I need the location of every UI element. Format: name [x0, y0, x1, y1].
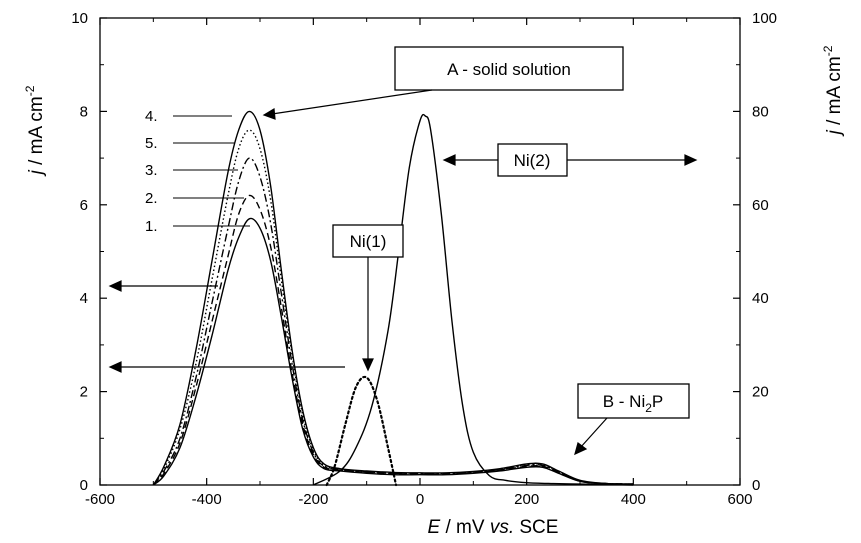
y-right-j: j: [824, 129, 845, 137]
y-left-tick-label: 4: [80, 290, 88, 307]
y-left-tick-label: 0: [80, 477, 88, 494]
series-line-2: [152, 194, 634, 486]
y-right-sup: -2: [821, 45, 835, 56]
x-tick-label: 400: [621, 491, 646, 508]
x-tick-label: 0: [416, 491, 424, 508]
curve-label-5: 5.: [145, 135, 158, 152]
curve-label-1: 1.: [145, 218, 158, 235]
solid-solution-box: [394, 46, 624, 91]
arrowhead-ni1: [362, 358, 374, 372]
y-left-tick-label: 6: [80, 197, 88, 214]
arrowhead-solid-solution: [262, 107, 276, 120]
y-left-sup: -2: [23, 85, 37, 96]
y-right-tick-label: 100: [752, 10, 777, 27]
y-left-tick-label: 8: [80, 103, 88, 120]
x-tick-label: 600: [727, 491, 752, 508]
curves-layer: [152, 110, 634, 487]
series-line-3: [152, 157, 634, 486]
y-left-main: / mA cm: [26, 96, 47, 170]
y-left-tick-label: 10: [71, 10, 88, 27]
series-line-4: [152, 110, 634, 486]
curve-label-3: 3.: [145, 162, 158, 179]
ni2p-label: B - Ni2P: [603, 392, 664, 415]
arrowhead-left-axis-2: [108, 361, 122, 373]
y-axis-right-title: j / mA cm-2: [821, 45, 845, 137]
x-tick-label: -400: [192, 491, 222, 508]
y-right-main: / mA cm: [824, 56, 845, 130]
curve-labels: 4. 5. 3. 2. 1.: [145, 108, 250, 235]
series-line-ni-1: [325, 375, 398, 487]
y-left-tick-label: 2: [80, 384, 88, 401]
series-line-1: [152, 217, 634, 486]
arrowhead-left-axis-1: [108, 280, 122, 292]
curve-label-2: 2.: [145, 190, 158, 207]
curve-label-4: 4.: [145, 108, 158, 125]
ni1-label: Ni(1): [350, 232, 387, 251]
y-right-tick-label: 80: [752, 103, 769, 120]
ni1-box: [332, 224, 404, 258]
series-line-ni-2: [313, 113, 634, 486]
y-right-tick-label: 20: [752, 384, 769, 401]
y-left-j: j: [26, 169, 47, 177]
y-right-tick-label: 60: [752, 197, 769, 214]
arrowhead-ni2p: [574, 441, 588, 456]
x-axis-title: E / mV vs. SCE: [428, 517, 559, 538]
x-tick-label: -600: [85, 491, 115, 508]
ni2p-box: [577, 383, 690, 419]
arrow-ni2p: [579, 417, 608, 449]
solid-solution-label: A - solid solution: [447, 60, 571, 79]
arrowhead-ni2-right: [684, 154, 698, 166]
arrowhead-ni2-left: [442, 154, 456, 166]
x-tick-label: 200: [514, 491, 539, 508]
y-axis-left-title: j / mA cm-2: [23, 85, 47, 177]
arrows: [108, 89, 698, 456]
y-right-tick-label: 0: [752, 477, 760, 494]
y-right-tick-label: 40: [752, 290, 769, 307]
x-tick-label: -200: [298, 491, 328, 508]
ni2-label: Ni(2): [514, 151, 551, 170]
arrow-solid-solution: [271, 89, 433, 115]
ticks-layer: -600 -400 -200 0 200 400 600024681002040608010…: [71, 10, 777, 508]
